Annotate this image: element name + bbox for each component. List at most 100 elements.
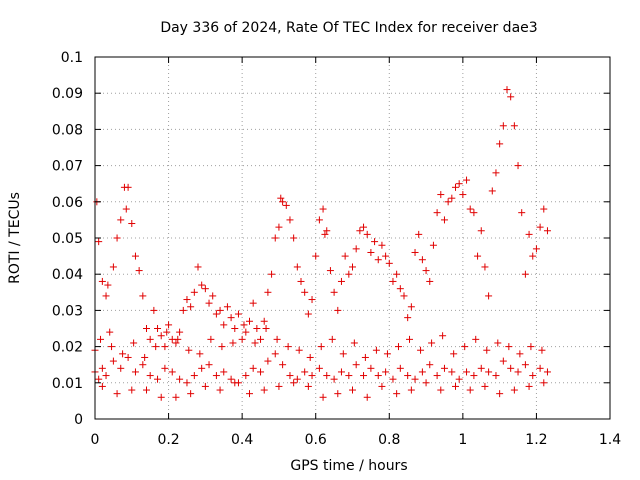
data-point (463, 176, 471, 184)
data-point (514, 368, 522, 376)
x-tick-label: 0.2 (157, 432, 179, 448)
data-point (220, 368, 228, 376)
data-point (98, 382, 106, 390)
data-point (185, 346, 193, 354)
data-point (124, 353, 132, 361)
data-point (389, 277, 397, 285)
data-point (418, 368, 426, 376)
data-point (152, 343, 160, 351)
data-point (98, 364, 106, 372)
data-point (426, 277, 434, 285)
data-point (463, 368, 471, 376)
data-point (337, 368, 345, 376)
data-point (481, 382, 489, 390)
data-point (503, 86, 511, 94)
data-point (448, 368, 456, 376)
y-tick-label: 0.08 (52, 122, 83, 138)
data-point (143, 325, 150, 332)
data-point (349, 386, 356, 394)
data-point (363, 393, 371, 401)
data-point (128, 386, 136, 394)
x-tick-label: 1 (458, 432, 467, 448)
y-tick-label: 0.01 (52, 376, 83, 392)
data-point (543, 368, 551, 376)
data-point (437, 386, 445, 394)
data-point (257, 368, 265, 376)
data-point (249, 364, 257, 372)
data-point (330, 288, 338, 296)
x-tick-label: 0.8 (378, 432, 400, 448)
data-point (400, 292, 408, 300)
data-point (466, 205, 474, 213)
data-point (146, 335, 154, 343)
data-point (190, 372, 198, 380)
data-point (383, 350, 391, 358)
data-point (201, 285, 209, 293)
data-point (246, 390, 253, 398)
data-point (378, 241, 386, 249)
x-tick-label: 0.6 (305, 432, 327, 448)
x-tick-label: 1.4 (599, 432, 621, 448)
data-point (459, 191, 467, 199)
y-tick-labels: 0 0.01 0.02 0.03 0.04 0.05 0.06 0.07 0.08 0.09 0.1 (52, 50, 83, 428)
data-point (124, 183, 132, 191)
data-point (328, 335, 336, 343)
data-point (496, 390, 504, 398)
data-point (286, 372, 294, 380)
data-point (196, 350, 204, 358)
y-tick-label: 0.09 (52, 86, 83, 102)
data-point (141, 353, 149, 361)
data-points (91, 86, 551, 401)
data-point (507, 364, 515, 372)
data-point (360, 223, 368, 231)
data-point (540, 379, 548, 387)
data-point (297, 277, 305, 285)
data-point (374, 372, 382, 380)
data-point (282, 201, 290, 209)
data-point (396, 285, 404, 293)
data-point (260, 386, 268, 394)
data-point (131, 252, 139, 260)
data-point (139, 292, 147, 300)
data-point (223, 303, 231, 311)
data-point (378, 382, 386, 390)
data-point (198, 281, 206, 289)
data-point (187, 303, 195, 311)
data-point (319, 205, 327, 213)
data-point (98, 277, 106, 285)
data-point (117, 216, 125, 224)
data-point (540, 205, 548, 213)
data-point (474, 252, 482, 260)
data-point (492, 372, 500, 380)
data-point (231, 325, 239, 332)
data-point (128, 220, 136, 228)
data-point (492, 169, 500, 177)
data-point (339, 350, 347, 358)
data-point (257, 335, 265, 343)
data-point (106, 328, 114, 336)
data-point (407, 386, 415, 394)
data-point (439, 332, 447, 340)
data-point (161, 343, 169, 351)
data-point (422, 379, 430, 387)
data-point (209, 292, 217, 300)
data-point (536, 364, 544, 372)
data-point (372, 346, 380, 354)
data-point (109, 357, 117, 365)
data-point (448, 194, 456, 202)
data-point (139, 361, 147, 369)
data-point (521, 361, 529, 369)
data-point (275, 223, 283, 231)
data-point (157, 393, 165, 401)
data-point (514, 162, 522, 170)
data-point (207, 335, 215, 343)
data-point (444, 198, 452, 206)
data-point (97, 335, 105, 343)
data-point (452, 382, 459, 390)
data-point (363, 230, 371, 238)
data-point (218, 343, 226, 351)
data-point (183, 296, 191, 304)
data-point (396, 364, 404, 372)
data-point (521, 270, 529, 278)
data-point (130, 339, 138, 347)
